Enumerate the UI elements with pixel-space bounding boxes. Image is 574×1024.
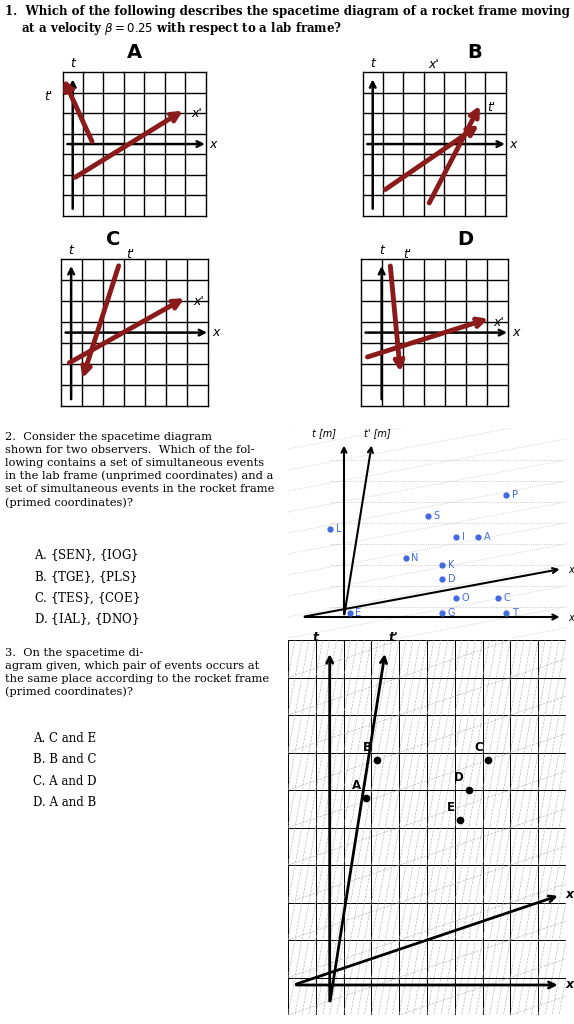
Text: B. B and C: B. B and C bbox=[33, 754, 97, 766]
Text: x' [m]: x' [m] bbox=[568, 563, 574, 573]
Text: t [m]: t [m] bbox=[312, 428, 336, 438]
Text: x: x bbox=[510, 137, 517, 151]
Text: A. $\{$SEN$\}$, $\{$IOG$\}$: A. $\{$SEN$\}$, $\{$IOG$\}$ bbox=[33, 548, 138, 563]
Text: D: D bbox=[454, 771, 464, 784]
Text: S: S bbox=[433, 511, 440, 521]
Text: t: t bbox=[379, 244, 384, 257]
Text: x: x bbox=[566, 979, 574, 991]
Text: t': t' bbox=[403, 248, 411, 261]
Text: D: D bbox=[448, 574, 455, 585]
Text: C. $\{$TES$\}$, $\{$COE$\}$: C. $\{$TES$\}$, $\{$COE$\}$ bbox=[33, 591, 139, 606]
Text: x: x bbox=[210, 137, 217, 151]
Text: A: A bbox=[484, 532, 491, 542]
Text: x: x bbox=[512, 326, 519, 339]
Text: x [m]: x [m] bbox=[568, 612, 574, 622]
Text: B. $\{$TGE$\}$, $\{$PLS$\}$: B. $\{$TGE$\}$, $\{$PLS$\}$ bbox=[33, 569, 137, 585]
Text: O: O bbox=[461, 593, 469, 603]
Text: C: C bbox=[106, 229, 121, 249]
Text: A: A bbox=[351, 779, 360, 792]
Text: t': t' bbox=[44, 90, 52, 103]
Text: C: C bbox=[474, 741, 483, 755]
Text: 1.  Which of the following describes the spacetime diagram of a rocket frame mov: 1. Which of the following describes the … bbox=[5, 5, 570, 38]
Text: t: t bbox=[70, 57, 75, 71]
Text: K: K bbox=[448, 559, 454, 569]
Text: I: I bbox=[461, 532, 464, 542]
Text: N: N bbox=[411, 553, 418, 563]
Text: E: E bbox=[355, 608, 361, 617]
Text: x': x' bbox=[493, 315, 504, 329]
Text: t': t' bbox=[389, 631, 398, 644]
Text: t': t' bbox=[487, 100, 495, 114]
Text: x': x' bbox=[428, 57, 439, 71]
Text: C. A and D: C. A and D bbox=[33, 774, 97, 787]
Text: P: P bbox=[512, 490, 518, 500]
Text: x': x' bbox=[191, 106, 202, 120]
Text: B: B bbox=[363, 741, 372, 755]
Text: A: A bbox=[126, 43, 142, 62]
Text: D: D bbox=[457, 229, 474, 249]
Text: D. $\{$IAL$\}$, $\{$DNO$\}$: D. $\{$IAL$\}$, $\{$DNO$\}$ bbox=[33, 612, 138, 628]
Text: L: L bbox=[336, 524, 341, 534]
Text: x': x' bbox=[193, 295, 204, 307]
Text: T: T bbox=[512, 608, 518, 617]
Text: x': x' bbox=[566, 889, 574, 901]
Text: t' [m]: t' [m] bbox=[364, 428, 391, 438]
Text: 2.  Consider the spacetime diagram
shown for two observers.  Which of the fol-
l: 2. Consider the spacetime diagram shown … bbox=[5, 432, 274, 508]
Text: B: B bbox=[468, 43, 482, 62]
Text: C: C bbox=[503, 593, 510, 603]
Text: 3.  On the spacetime di-
agram given, which pair of events occurs at
the same pl: 3. On the spacetime di- agram given, whi… bbox=[5, 648, 269, 697]
Text: t': t' bbox=[126, 248, 134, 261]
Text: t: t bbox=[313, 631, 319, 644]
Text: x: x bbox=[212, 326, 219, 339]
Text: G: G bbox=[448, 608, 455, 617]
Text: D. A and B: D. A and B bbox=[33, 796, 96, 809]
Text: A. C and E: A. C and E bbox=[33, 732, 96, 745]
Text: t: t bbox=[370, 57, 375, 71]
Text: t: t bbox=[69, 244, 73, 257]
Text: E: E bbox=[447, 802, 455, 814]
